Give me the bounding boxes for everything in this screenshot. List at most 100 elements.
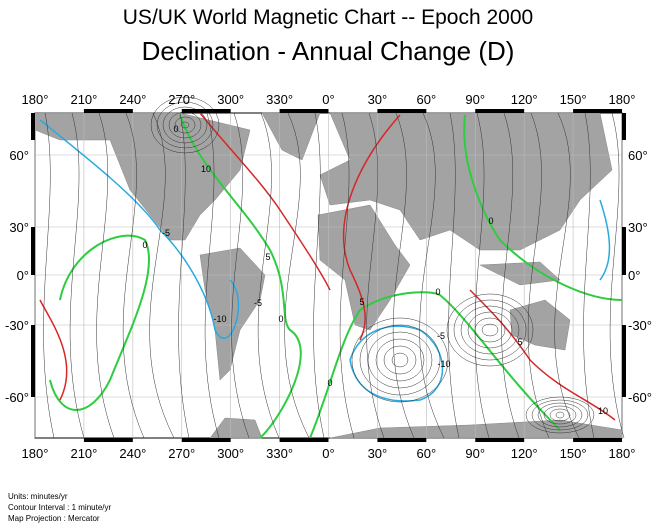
contour-label: -5 <box>437 331 445 341</box>
border-band <box>573 438 622 442</box>
contour-label: 5 <box>359 297 364 307</box>
minor-contour <box>609 112 625 439</box>
minus-five-contour <box>39 119 240 339</box>
longitude-label-bottom: 150° <box>560 446 587 461</box>
border-band <box>279 438 329 442</box>
latitude-label-right: 30° <box>628 220 648 235</box>
longitude-label-top: 180° <box>22 92 49 107</box>
minor-contour <box>180 121 190 129</box>
longitude-label-bottom: 270° <box>168 446 195 461</box>
minor-contour <box>204 112 220 439</box>
labels: 180° 180° 210° 210° 240° 240° 270° 270° 300° 300°… <box>5 92 652 523</box>
latitude-label-left: 60° <box>9 148 29 163</box>
contour-label: 10 <box>598 406 608 416</box>
minor-contour <box>150 96 220 154</box>
latitude-label-right: 0° <box>628 268 640 283</box>
minor-contours <box>43 96 625 439</box>
longitude-label-top: 0° <box>322 92 334 107</box>
minor-contour <box>474 317 506 343</box>
contour-label: 0 <box>142 240 147 250</box>
longitude-label-top: 60° <box>416 92 436 107</box>
longitude-label-top: 210° <box>70 92 97 107</box>
longitude-label-top: 300° <box>217 92 244 107</box>
minor-contour <box>543 405 577 425</box>
note: Map Projection : Mercator <box>8 514 100 523</box>
minor-contour <box>122 112 145 439</box>
contour-label: 5 <box>517 337 522 347</box>
border-band <box>475 109 525 113</box>
minor-contour <box>460 305 520 355</box>
minor-contour <box>481 323 499 337</box>
minor-contour <box>531 399 589 431</box>
minor-contour <box>375 338 425 382</box>
minor-contour <box>367 331 433 389</box>
minor-contour <box>178 112 190 439</box>
minor-contour <box>501 112 520 439</box>
plus-five-contour <box>342 114 401 341</box>
border-band <box>31 227 35 275</box>
minor-contour <box>467 311 513 349</box>
title: US/UK World Magnetic Chart -- Epoch 2000 <box>123 6 533 29</box>
longitude-label-bottom: 300° <box>217 446 244 461</box>
longitude-label-top: 330° <box>266 92 293 107</box>
longitude-label-bottom: 0° <box>322 446 334 461</box>
contour-label: 0 <box>173 124 178 134</box>
contour-label: -10 <box>213 314 226 324</box>
border-band <box>573 109 622 113</box>
minor-contour <box>446 293 534 367</box>
minor-contour <box>174 116 196 134</box>
contour-label: -5 <box>162 228 170 238</box>
border-band <box>377 109 427 113</box>
minor-contour <box>96 112 115 439</box>
longitude-label-top: 270° <box>168 92 195 107</box>
minus-five-contour <box>599 199 611 281</box>
contour-label: -10 <box>437 359 450 369</box>
border-band <box>31 325 35 397</box>
border-band <box>83 109 133 113</box>
minor-contour <box>474 112 490 439</box>
note: Units: minutes/yr <box>8 492 68 501</box>
minor-contour <box>43 112 55 439</box>
minor-contour <box>284 112 310 439</box>
minor-contour <box>313 112 325 439</box>
contours <box>39 112 623 439</box>
longitude-label-top: 150° <box>560 92 587 107</box>
longitude-label-top: 120° <box>511 92 538 107</box>
border-band <box>475 438 525 442</box>
minor-contour <box>419 112 445 439</box>
minor-contour <box>391 352 409 368</box>
longitude-label-bottom: 240° <box>119 446 146 461</box>
latitude-label-right: -60° <box>628 390 652 405</box>
minor-contour <box>339 112 355 439</box>
border-band <box>31 113 35 140</box>
latitude-label-left: -30° <box>5 318 29 333</box>
minus-five-contour <box>349 325 444 402</box>
border-band <box>279 109 329 113</box>
latitude-label-left: -60° <box>5 390 29 405</box>
longitude-label-top: 180° <box>609 92 636 107</box>
minor-contour <box>351 317 449 403</box>
indonesia <box>479 261 561 286</box>
africa <box>317 204 411 331</box>
contour-label: 5 <box>265 252 270 262</box>
plus-five-contour <box>469 289 616 421</box>
minor-contour <box>555 411 565 419</box>
contour-label: 0 <box>488 216 493 226</box>
north-america <box>34 112 251 241</box>
longitude-label-top: 90° <box>465 92 485 107</box>
minor-contour <box>359 324 441 396</box>
longitude-label-bottom: 90° <box>465 446 485 461</box>
minor-contour <box>583 112 595 439</box>
border-band <box>377 438 427 442</box>
map <box>31 96 626 442</box>
minor-contour <box>231 112 250 439</box>
contour-label: 10 <box>201 164 211 174</box>
zero-contour <box>463 114 623 301</box>
map-border <box>31 109 626 442</box>
minor-contour <box>537 402 583 428</box>
border-band <box>622 227 626 275</box>
contour-label: 0 <box>327 378 332 388</box>
latitude-label-right: -30° <box>628 318 652 333</box>
contour-label: -5 <box>254 298 262 308</box>
longitude-label-top: 30° <box>368 92 388 107</box>
